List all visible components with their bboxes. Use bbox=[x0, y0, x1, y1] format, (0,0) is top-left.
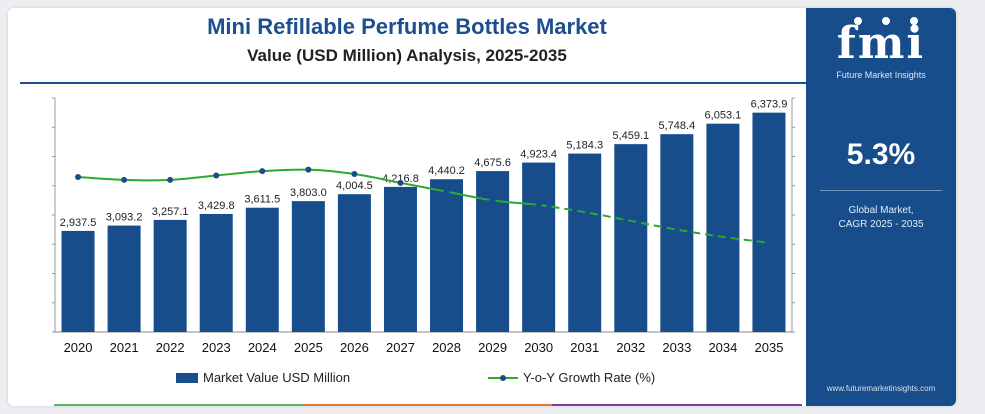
x-tick-label-2031: 2031 bbox=[570, 340, 599, 355]
cagr-value: 5.3% bbox=[846, 138, 916, 171]
chart-card: Mini Refillable Perfume Bottles Market V… bbox=[8, 8, 956, 406]
bar-2028 bbox=[430, 179, 464, 332]
logo-icons bbox=[854, 17, 918, 25]
growth-point-2025 bbox=[305, 166, 312, 173]
legend-line-label: Y-o-Y Growth Rate (%) bbox=[523, 370, 656, 385]
x-tick-label-2026: 2026 bbox=[340, 340, 369, 355]
bar-2029 bbox=[476, 171, 510, 332]
x-tick-label-2028: 2028 bbox=[432, 340, 461, 355]
legend-bar-entry: Market Value USD Million bbox=[176, 370, 350, 385]
x-tick-label-2022: 2022 bbox=[156, 340, 185, 355]
sidebar-divider bbox=[820, 190, 942, 191]
growth-line-forecast bbox=[538, 203, 770, 244]
accent-stripes bbox=[54, 404, 802, 406]
bar-2031 bbox=[568, 153, 602, 332]
growth-point-2030 bbox=[535, 201, 542, 208]
fmi-logo: fmi bbox=[836, 18, 926, 69]
legend-line-swatch bbox=[488, 374, 518, 381]
stripe-orange bbox=[303, 404, 552, 406]
x-tick-label-2020: 2020 bbox=[64, 340, 93, 355]
bar-2027 bbox=[383, 186, 417, 332]
cagr-label-line2: CAGR 2025 - 2035 bbox=[838, 219, 924, 230]
x-tick-label-2034: 2034 bbox=[708, 340, 737, 355]
data-label-2026: 4,004.5 bbox=[336, 180, 373, 192]
legend-bar-swatch bbox=[176, 372, 198, 383]
x-tick-label-2021: 2021 bbox=[110, 340, 139, 355]
data-label-2029: 4,675.6 bbox=[474, 157, 511, 169]
data-label-2024: 3,611.5 bbox=[244, 194, 280, 206]
website-url: www.futuremarketinsights.com bbox=[826, 384, 936, 393]
bar-2020 bbox=[61, 230, 95, 332]
bar-2024 bbox=[245, 207, 279, 332]
bar-2033 bbox=[660, 134, 694, 332]
chart-title: Mini Refillable Perfume Bottles Market bbox=[207, 14, 607, 39]
data-label-2028: 4,440.2 bbox=[428, 165, 465, 177]
cagr-label-line1: Global Market, bbox=[848, 205, 914, 216]
sidebar-panel: fmi Future Market Insights 5.3% Global M… bbox=[806, 8, 956, 406]
x-tick-label-2023: 2023 bbox=[202, 340, 231, 355]
bar-2025 bbox=[291, 201, 325, 332]
bar-2030 bbox=[522, 162, 556, 332]
growth-point-2026 bbox=[351, 171, 358, 178]
data-label-2031: 5,184.3 bbox=[566, 140, 603, 152]
bar-2026 bbox=[337, 194, 371, 332]
growth-point-2029 bbox=[489, 197, 496, 204]
data-label-2030: 4,923.4 bbox=[520, 149, 557, 161]
x-tick-label-2032: 2032 bbox=[616, 340, 645, 355]
bar-2034 bbox=[706, 123, 740, 332]
cagr-label: Global Market, CAGR 2025 - 2035 bbox=[806, 204, 956, 232]
title-divider bbox=[20, 82, 806, 84]
stripe-green bbox=[54, 404, 303, 406]
chart-subtitle: Value (USD Million) Analysis, 2025-2035 bbox=[247, 46, 567, 65]
x-tick-label-2033: 2033 bbox=[662, 340, 691, 355]
bar-2022 bbox=[153, 219, 187, 332]
stripe-purple bbox=[552, 404, 802, 406]
data-label-2022: 3,257.1 bbox=[152, 206, 189, 218]
x-tick-label-2030: 2030 bbox=[524, 340, 553, 355]
growth-point-2021 bbox=[121, 176, 128, 183]
x-tick-label-2029: 2029 bbox=[478, 340, 507, 355]
logo-tagline: Future Market Insights bbox=[836, 70, 926, 80]
growth-point-2027 bbox=[397, 179, 404, 186]
bar-2035 bbox=[752, 112, 786, 333]
data-label-2035: 6,373.9 bbox=[751, 99, 788, 111]
growth-point-2022 bbox=[167, 176, 174, 183]
legend-line-entry: Y-o-Y Growth Rate (%) bbox=[488, 370, 655, 385]
growth-point-2028 bbox=[443, 188, 450, 195]
data-label-2023: 3,429.8 bbox=[198, 200, 235, 212]
data-label-2034: 6,053.1 bbox=[705, 110, 742, 122]
growth-point-2023 bbox=[213, 172, 220, 179]
x-tick-label-2025: 2025 bbox=[294, 340, 323, 355]
legend-bar-label: Market Value USD Million bbox=[203, 370, 351, 385]
data-label-2020: 2,937.5 bbox=[60, 217, 97, 229]
data-label-2033: 5,748.4 bbox=[658, 120, 695, 132]
x-tick-label-2024: 2024 bbox=[248, 340, 277, 355]
x-tick-label-2027: 2027 bbox=[386, 340, 415, 355]
data-label-2032: 5,459.1 bbox=[612, 130, 649, 142]
data-label-2025: 3,803.0 bbox=[290, 187, 327, 199]
bar-2021 bbox=[107, 225, 141, 332]
growth-point-2020 bbox=[75, 173, 82, 180]
bar-line-chart: 2,937.5 2020 3,093.2 2021 3,257.1 2022 3,429.8… bbox=[52, 97, 795, 355]
bar-2023 bbox=[199, 213, 233, 332]
data-label-2021: 3,093.2 bbox=[106, 212, 143, 224]
growth-point-2024 bbox=[259, 168, 266, 175]
x-tick-label-2035: 2035 bbox=[755, 340, 784, 355]
bar-2032 bbox=[614, 144, 648, 332]
